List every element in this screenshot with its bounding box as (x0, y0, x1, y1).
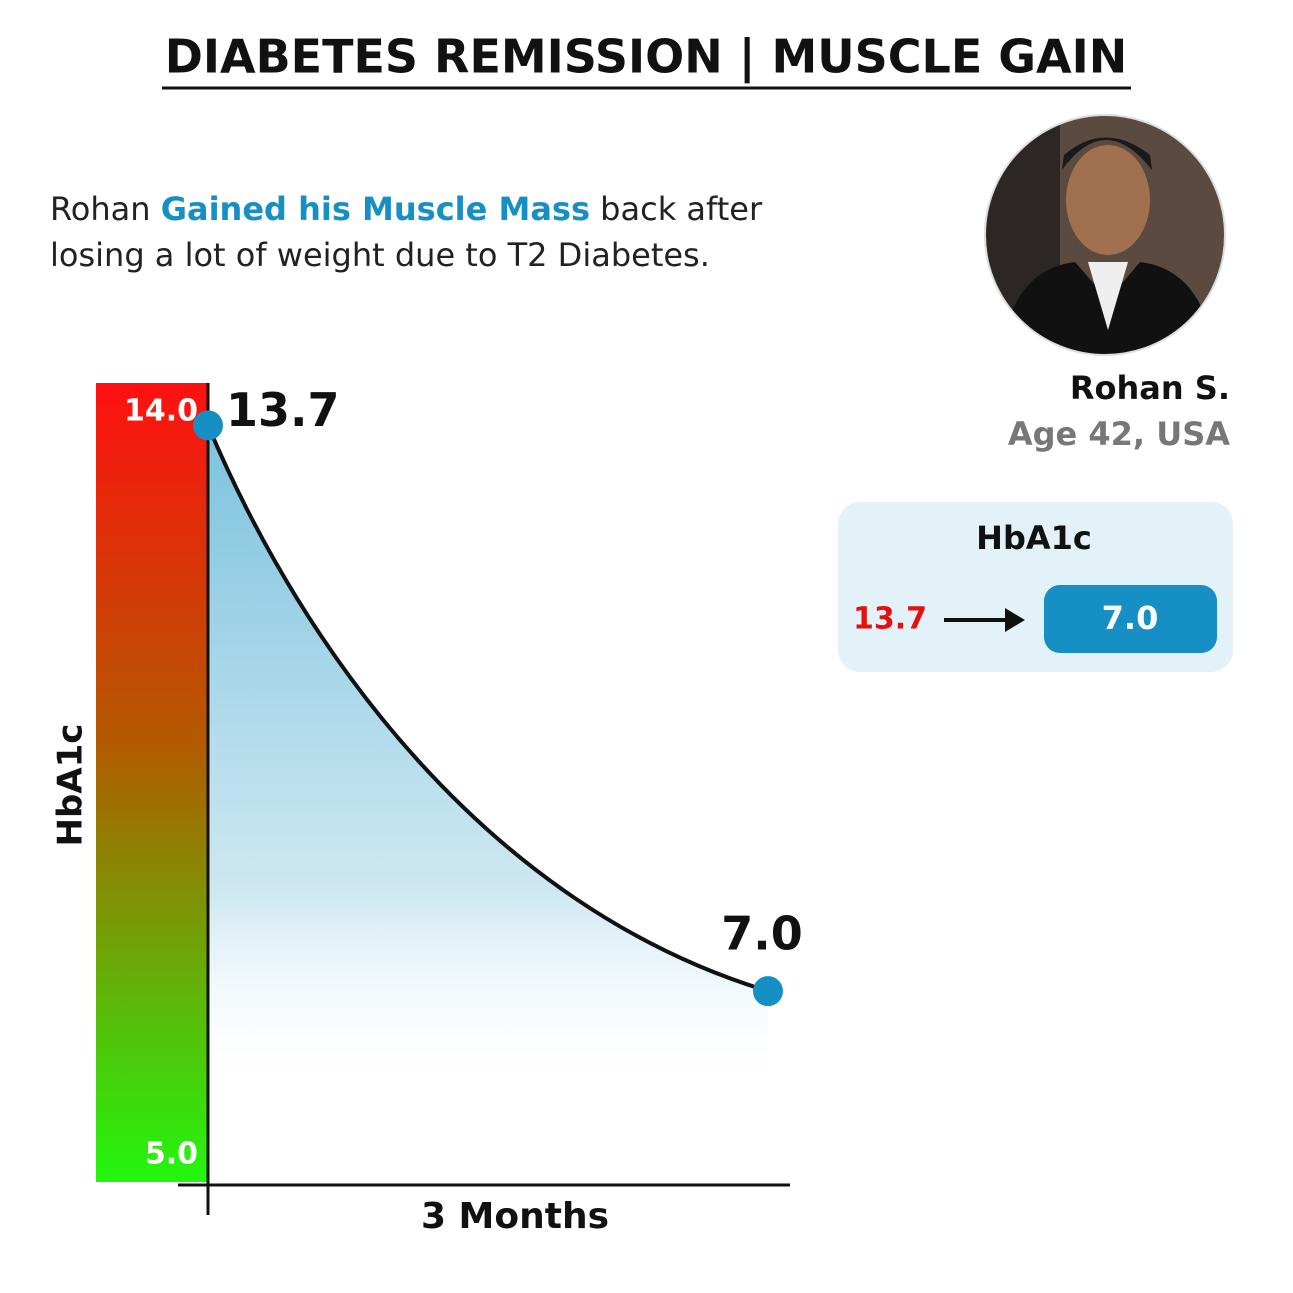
card-after: 7.0 (1102, 599, 1159, 637)
card-label: HbA1c (976, 519, 1092, 557)
y-tick-label: 14.0 (124, 394, 198, 429)
value-label: 13.7 (226, 383, 340, 437)
y-tick-label: 5.0 (145, 1137, 198, 1172)
x-axis-label: 3 Months (421, 1196, 609, 1237)
description-text: back after losing a lot of weight due to… (50, 190, 763, 274)
description: Rohan Gained his Muscle Mass back after … (50, 186, 850, 278)
card-after-box (1044, 585, 1217, 653)
description-highlight: Gained his Muscle Mass (160, 190, 590, 228)
area-fill (208, 425, 768, 1095)
y-axis-label: HbA1c (51, 724, 91, 847)
profile-details: Age 42, USA (1008, 415, 1230, 453)
profile-name: Rohan S. (1070, 369, 1230, 407)
marks: 5.0 14.0 13.7 7.0 (124, 383, 803, 1172)
point (193, 410, 223, 441)
photo-border (984, 114, 1226, 356)
card-before: 13.7 (853, 602, 927, 637)
profile-photo (985, 115, 1225, 355)
point (753, 976, 783, 1007)
value-label: 7.0 (721, 907, 803, 961)
arrow-head (1005, 608, 1025, 632)
description-text: Rohan (50, 190, 161, 228)
gradient-bar (96, 383, 208, 1182)
title: DIABETES REMISSION | MUSCLE GAIN (165, 30, 1128, 85)
line (206, 424, 769, 994)
plot (206, 424, 769, 1095)
